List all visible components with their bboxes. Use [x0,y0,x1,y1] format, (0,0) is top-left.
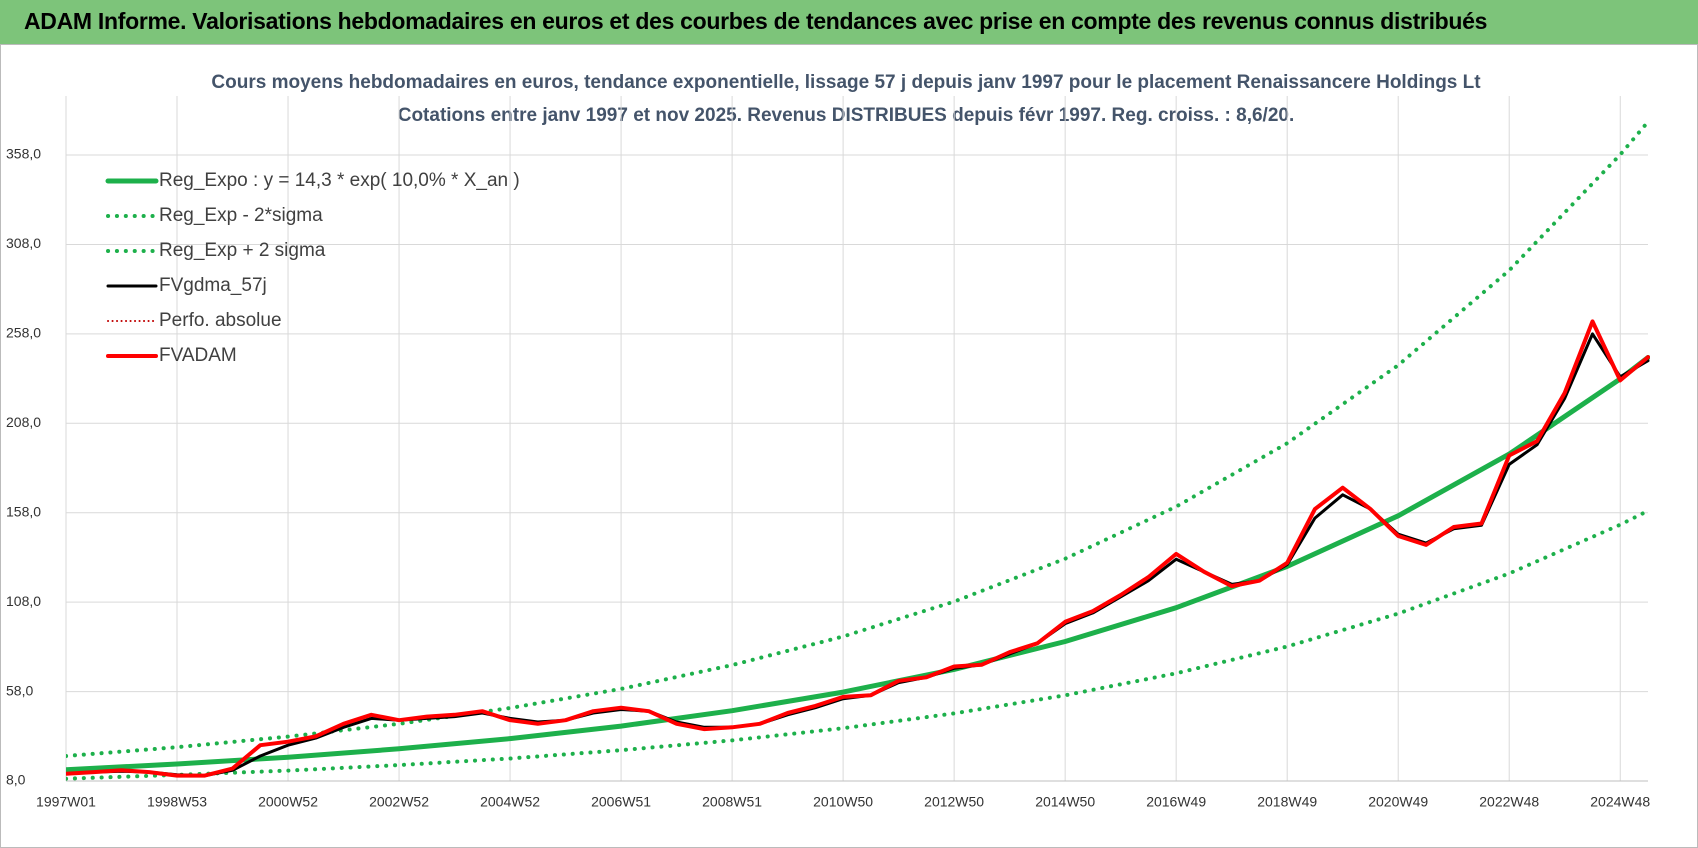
x-tick-label: 1997W01 [36,794,96,810]
y-tick-label: 258,0 [6,325,41,341]
x-tick-label: 2000W52 [258,794,318,810]
legend-label: Perfo. absolue [159,310,282,331]
series-line [66,332,1650,778]
legend: Reg_Expo : y = 14,3 * exp( 10,0% * X_an … [105,170,520,366]
series-line [66,355,1650,773]
legend-label: FVADAM [159,345,237,366]
legend-label: Reg_Exp - 2*sigma [159,205,323,226]
header-bar: ADAM Informe. Valorisations hebdomadaire… [0,0,1698,44]
series-line [66,119,1650,758]
x-tick-label: 2012W50 [924,794,984,810]
x-tick-label: 2008W51 [702,794,762,810]
x-tick-label: 2022W48 [1479,794,1539,810]
legend-label: Reg_Expo : y = 14,3 * exp( 10,0% * X_an … [159,170,520,191]
legend-label: Reg_Exp + 2 sigma [159,240,326,261]
grid: 8,0 58,0 108,0 158,0 208,0 258,0 308,0 358,0 199… [6,96,1650,810]
series-line [66,320,1649,777]
chart: Cours moyens hebdomadaires en euros, ten… [6,72,1650,810]
y-tick-label: 108,0 [6,593,41,609]
y-tick-label: 158,0 [6,503,41,519]
plot-area [66,119,1650,781]
x-tick-label: 2010W50 [813,794,873,810]
x-tick-label: 2006W51 [591,794,651,810]
x-tick-label: 2024W48 [1590,794,1650,810]
chart-title: Cours moyens hebdomadaires en euros, ten… [211,72,1481,93]
y-tick-label: 308,0 [6,235,41,251]
series-line [66,508,1650,781]
x-tick-label: 2018W49 [1257,794,1317,810]
legend-label: FVgdma_57j [159,275,267,296]
y-tick-label: 58,0 [6,682,33,698]
x-tick-label: 2002W52 [369,794,429,810]
x-tick-label: 2014W50 [1035,794,1095,810]
series-line [66,319,1650,778]
x-tick-label: 2020W49 [1368,794,1428,810]
x-tick-label: 1998W53 [147,794,207,810]
chart-subtitle: Cotations entre janv 1997 et nov 2025. R… [398,105,1295,126]
y-tick-label: 358,0 [6,146,41,162]
x-tick-label: 2016W49 [1146,794,1206,810]
y-tick-label: 208,0 [6,414,41,430]
x-tick-label: 2004W52 [480,794,540,810]
y-tick-label: 8,0 [6,772,26,788]
header-title: ADAM Informe. Valorisations hebdomadaire… [24,8,1488,34]
